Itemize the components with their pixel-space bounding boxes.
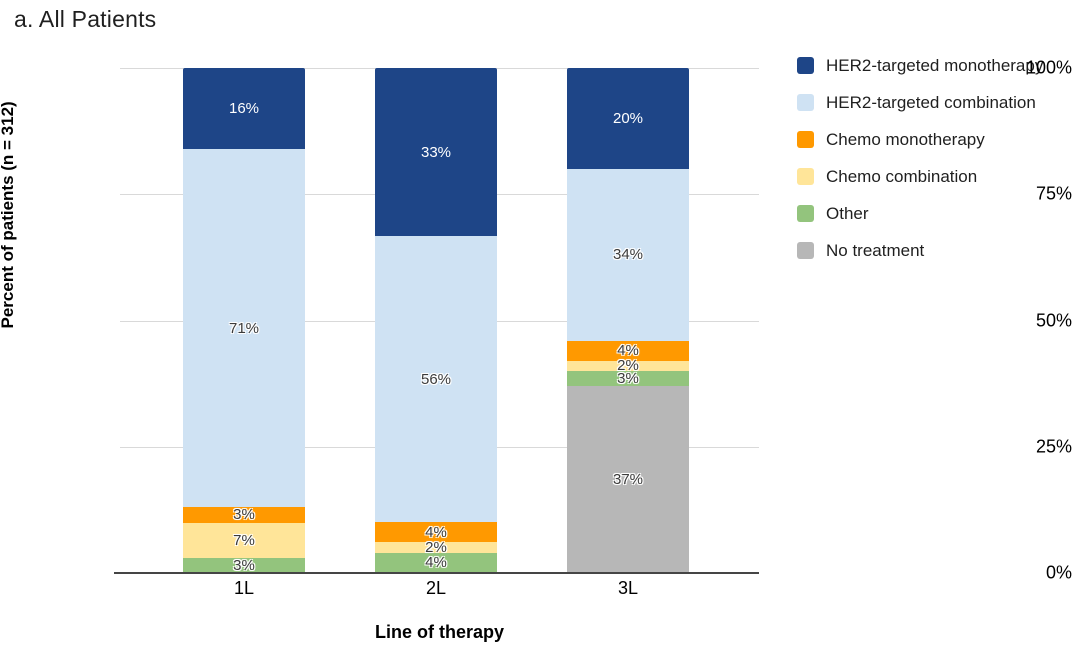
x-tick-label-3L: 3L	[617, 578, 639, 598]
y-axis-title: Percent of patients (n = 312)	[0, 101, 17, 329]
legend-label: Other	[826, 203, 869, 223]
bar-3L: 20% 34% 4% 2% 3% 37%	[567, 68, 689, 573]
segment: 2%	[375, 539, 497, 557]
legend-item: Other	[797, 203, 1043, 223]
x-axis-title: Line of therapy	[374, 622, 504, 642]
legend: HER2-targeted monotherapy HER2-targeted c…	[797, 55, 1044, 279]
segment-value-label: 7%	[233, 531, 255, 549]
bar-1L: 16% 71% 3% 7% 3%	[183, 68, 305, 573]
segment: 4%	[375, 552, 497, 573]
legend-label: HER2-targeted combination	[826, 92, 1036, 112]
segment-value-label: 56%	[420, 370, 452, 388]
y-tick-label: 50%	[1035, 310, 1072, 330]
segment-value-label: 3%	[233, 556, 255, 574]
segment-value-label: 2%	[617, 357, 639, 375]
segment: 16%	[183, 68, 305, 149]
legend-swatch	[797, 57, 814, 74]
y-tick-label: 75%	[1035, 183, 1072, 204]
legend-label: Chemo monotherapy	[826, 129, 985, 149]
legend-item: Chemo monotherapy	[797, 129, 1043, 149]
legend-swatch	[797, 168, 814, 185]
segment: 2%	[567, 357, 689, 375]
segment: 4%	[567, 340, 689, 361]
y-tick-label: 100%	[1025, 57, 1072, 78]
plot-area: 16% 71% 3% 7% 3% 33% 56% 4% 2% 4% 20% 34% 4% 2% 3% 37%	[114, 68, 759, 574]
legend-item: No treatment	[797, 240, 1043, 260]
legend-label: Chemo combination	[826, 166, 978, 186]
segment-value-label: 16%	[228, 99, 260, 117]
segment: 4%	[375, 522, 497, 543]
segment: 37%	[567, 386, 689, 573]
segment: 3%	[567, 370, 689, 388]
legend-swatch	[797, 242, 814, 259]
legend-item: Chemo combination	[797, 166, 1043, 186]
bars-container: 16% 71% 3% 7% 3% 33% 56% 4% 2% 4% 20% 34% 4% 2% 3% 37%	[120, 68, 759, 573]
segment-value-label: 71%	[228, 319, 260, 337]
legend-label: HER2-targeted monotherapy	[826, 55, 1044, 75]
x-tick-labels: 1L 2L 3L	[120, 578, 822, 599]
segment: 33%	[375, 68, 497, 237]
chart-title: a. All Patients	[14, 6, 157, 32]
segment-value-label: 4%	[425, 554, 447, 572]
y-tick-label: 0%	[1045, 562, 1072, 583]
segment-value-label: 4%	[425, 523, 447, 541]
segment: 34%	[567, 169, 689, 341]
legend-swatch	[797, 131, 814, 148]
x-tick-label-2L: 2L	[425, 578, 447, 598]
segment-value-label: 2%	[425, 539, 447, 557]
segment-value-label: 20%	[612, 110, 644, 128]
segment: 20%	[567, 68, 689, 170]
legend-item: HER2-targeted monotherapy	[797, 55, 1044, 75]
segment-value-label: 3%	[617, 370, 639, 388]
x-axis-line	[114, 572, 759, 574]
legend-item: HER2-targeted combination	[797, 92, 1043, 112]
segment-value-label: 37%	[612, 471, 644, 489]
segment-value-label: 3%	[233, 506, 255, 524]
legend-label: No treatment	[826, 240, 925, 260]
y-tick-label: 25%	[1035, 436, 1072, 457]
segment: 71%	[183, 148, 305, 508]
segment-value-label: 33%	[420, 143, 452, 161]
x-tick-label-1L: 1L	[233, 578, 255, 598]
bar-2L: 33% 56% 4% 2% 4%	[375, 68, 497, 573]
segment: 3%	[183, 506, 305, 524]
segment-value-label: 4%	[617, 342, 639, 360]
segment: 3%	[183, 556, 305, 574]
segment: 7%	[183, 522, 305, 558]
legend-swatch	[797, 94, 814, 111]
segment-value-label: 34%	[612, 246, 644, 264]
segment: 56%	[375, 236, 497, 523]
legend-swatch	[797, 205, 814, 222]
